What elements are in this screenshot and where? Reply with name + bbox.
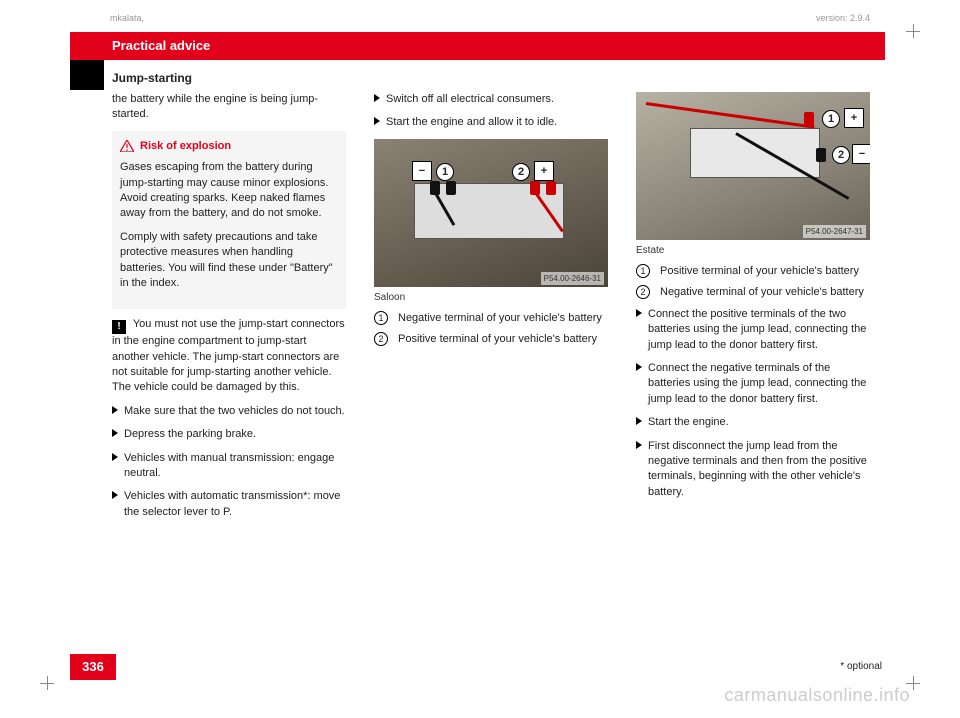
warning-title-text: Risk of explosion [140, 139, 231, 154]
bullet-text: Start the engine and allow it to idle. [386, 115, 557, 130]
triangle-icon [636, 417, 642, 425]
content-columns: the battery while the engine is being ju… [112, 92, 870, 528]
triangle-icon [374, 94, 380, 102]
figure-code: P54.00-2647-31 [803, 225, 866, 238]
page-number: 336 [70, 654, 116, 680]
callout-2: 2 [832, 146, 850, 164]
callout-1: 1 [822, 110, 840, 128]
optional-note: * optional [840, 660, 882, 674]
minus-label: − [412, 161, 432, 181]
figure-caption: Estate [636, 244, 870, 258]
triangle-icon [112, 406, 118, 414]
note-body: You must not use the jump-start connecto… [112, 318, 345, 393]
bullet-text: Connect the positive terminals of the tw… [648, 307, 870, 353]
bullet: Connect the positive terminals of the tw… [636, 307, 870, 353]
figure-estate: 1 + 2 − P54.00-2647-31 [636, 92, 870, 240]
bullet: Start the engine. [636, 415, 870, 430]
bullet-text: Start the engine. [648, 415, 729, 430]
bullet: Start the engine and allow it to idle. [374, 115, 608, 130]
clamp-red [804, 112, 814, 126]
clamp-black [446, 181, 456, 195]
warning-p2: Comply with safety precautions and take … [120, 230, 338, 292]
bullet-text: Make sure that the two vehicles do not t… [124, 404, 345, 419]
warning-p1: Gases escaping from the battery during j… [120, 160, 338, 222]
intro-text: the battery while the engine is being ju… [112, 92, 346, 123]
column-2: Switch off all electrical consumers. Sta… [374, 92, 608, 528]
callout-2: 2 [512, 163, 530, 181]
legend-item: 1 Negative terminal of your vehicle's bat… [374, 311, 608, 326]
plus-label: + [844, 108, 864, 128]
bullet-text: Vehicles with automatic transmission*: m… [124, 489, 346, 520]
cable-red [646, 102, 815, 129]
triangle-icon [636, 363, 642, 371]
circled-1: 1 [374, 311, 388, 325]
bullet-text: Depress the parking brake. [124, 427, 256, 442]
column-1: the battery while the engine is being ju… [112, 92, 346, 528]
plus-label: + [534, 161, 554, 181]
minus-label: − [852, 144, 870, 164]
legend-text: Positive terminal of your vehicle's batt… [398, 332, 597, 347]
figure-saloon: − 1 2 + P54.00-2646-31 [374, 139, 608, 287]
bullet-text: Switch off all electrical consumers. [386, 92, 554, 107]
warning-icon [120, 140, 134, 152]
clamp-red [546, 181, 556, 195]
figure-caption: Saloon [374, 291, 608, 305]
figure-code: P54.00-2646-31 [541, 272, 604, 285]
meta-right: version: 2.9.4 [816, 12, 870, 25]
bullet: Switch off all electrical consumers. [374, 92, 608, 107]
section-title: Jump-starting [112, 70, 192, 87]
header-meta: mkalata, version: 2.9.4 [110, 12, 870, 25]
legend-item: 2 Positive terminal of your vehicle's bat… [374, 332, 608, 347]
watermark: carmanualsonline.info [724, 683, 910, 708]
legend-item: 1 Positive terminal of your vehicle's bat… [636, 264, 870, 279]
triangle-icon [112, 453, 118, 461]
bullet: Vehicles with automatic transmission*: m… [112, 489, 346, 520]
legend-text: Negative terminal of your vehicle's batt… [660, 285, 864, 300]
bullet-text: First disconnect the jump lead from the … [648, 439, 870, 501]
legend-text: Positive terminal of your vehicle's batt… [660, 264, 859, 279]
bullet: Vehicles with manual transmission: engag… [112, 451, 346, 482]
triangle-icon [112, 491, 118, 499]
bullet-text: Vehicles with manual transmission: engag… [124, 451, 346, 482]
circled-1: 1 [636, 264, 650, 278]
warning-title: Risk of explosion [120, 139, 338, 154]
callout-1: 1 [436, 163, 454, 181]
legend-text: Negative terminal of your vehicle's batt… [398, 311, 602, 326]
bullet: First disconnect the jump lead from the … [636, 439, 870, 501]
side-tab [70, 60, 104, 90]
warning-box: Risk of explosion Gases escaping from th… [112, 131, 346, 310]
triangle-icon [112, 429, 118, 437]
note-icon: ! [112, 320, 126, 334]
chapter-header: Practical advice [70, 32, 885, 60]
bullet: Depress the parking brake. [112, 427, 346, 442]
legend-item: 2 Negative terminal of your vehicle's bat… [636, 285, 870, 300]
clamp-black [816, 148, 826, 162]
triangle-icon [636, 309, 642, 317]
triangle-icon [636, 441, 642, 449]
triangle-icon [374, 117, 380, 125]
crop-mark [906, 24, 920, 38]
meta-left: mkalata, [110, 12, 144, 25]
circled-2: 2 [374, 332, 388, 346]
bullet: Connect the negative terminals of the ba… [636, 361, 870, 407]
bullet-text: Connect the negative terminals of the ba… [648, 361, 870, 407]
bullet: Make sure that the two vehicles do not t… [112, 404, 346, 419]
crop-mark [40, 676, 54, 690]
note-text: ! You must not use the jump-start connec… [112, 317, 346, 396]
column-3: 1 + 2 − P54.00-2647-31 Estate 1 Positive … [636, 92, 870, 528]
circled-2: 2 [636, 285, 650, 299]
